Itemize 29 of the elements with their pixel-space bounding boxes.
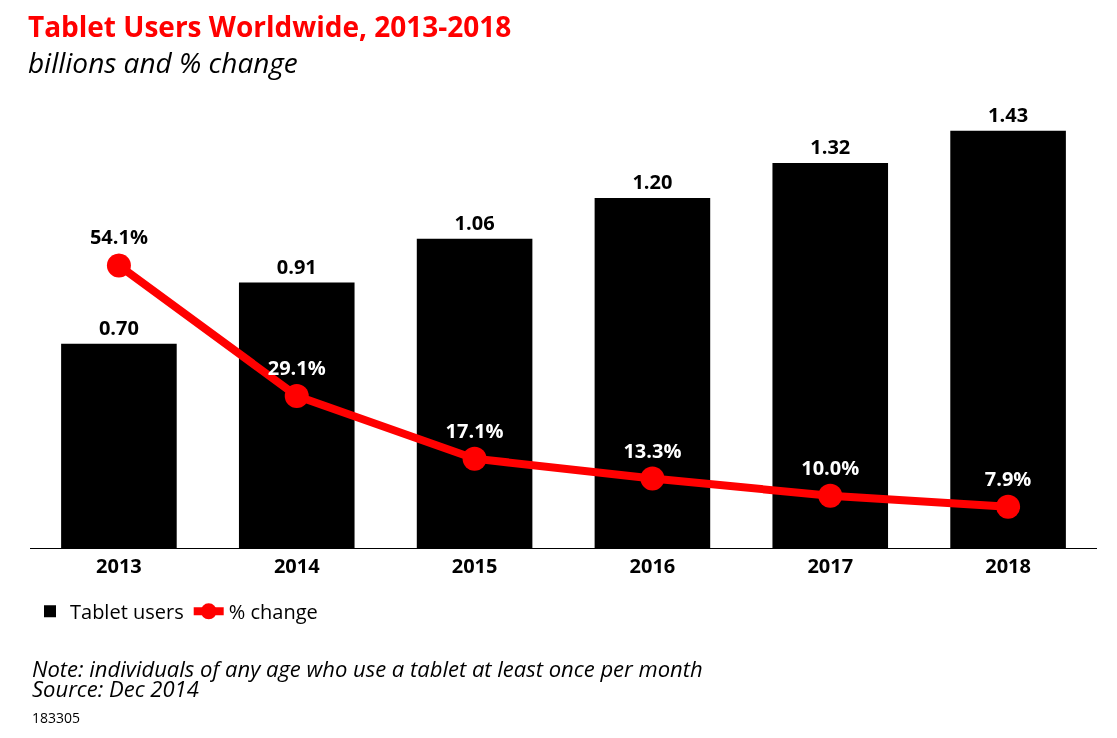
data-label: 1.06 bbox=[454, 208, 495, 236]
legend-label: Tablet users bbox=[70, 598, 184, 626]
x-tick-label: 2013 bbox=[96, 552, 142, 579]
x-tick-label: 2014 bbox=[273, 552, 321, 579]
data-label: 1.20 bbox=[632, 167, 673, 195]
point bbox=[818, 483, 843, 508]
point bbox=[640, 466, 665, 491]
chart-title: Tablet Users Worldwide, 2013-2018 bbox=[27, 6, 512, 45]
data-label: 0.70 bbox=[98, 313, 139, 341]
x-tick-label: 2015 bbox=[451, 552, 498, 579]
data-label: 10.0% bbox=[801, 453, 860, 481]
x-tick-label: 2017 bbox=[807, 552, 854, 579]
text: 183305 bbox=[32, 708, 81, 727]
point bbox=[996, 494, 1021, 519]
x-tick-label: 2018 bbox=[985, 552, 1031, 579]
data-label: 0.91 bbox=[276, 252, 317, 280]
data-label: 17.1% bbox=[445, 416, 504, 444]
point bbox=[284, 384, 309, 408]
point bbox=[106, 253, 131, 278]
data-label: 7.9% bbox=[984, 464, 1032, 492]
point bbox=[462, 446, 487, 471]
data-label: 1.43 bbox=[988, 100, 1029, 128]
data-label: 13.3% bbox=[623, 436, 682, 464]
data-label: 29.1% bbox=[267, 354, 326, 381]
chart-subtitle: billions and % change bbox=[27, 43, 298, 82]
legend-label: % change bbox=[228, 598, 318, 626]
data-label: 1.32 bbox=[810, 132, 851, 160]
data-label: 54.1% bbox=[89, 223, 148, 251]
x-tick-label: 2016 bbox=[629, 552, 676, 579]
